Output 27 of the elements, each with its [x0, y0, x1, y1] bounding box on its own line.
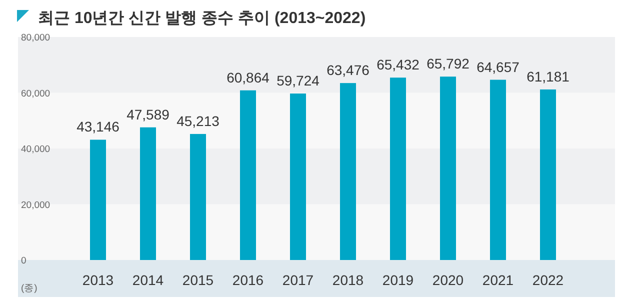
- x-tick-label: 2021: [482, 272, 514, 288]
- data-label: 65,432: [376, 56, 420, 73]
- y-tick-label: 40,000: [21, 144, 50, 155]
- chart-title: 최근 10년간 신간 발행 종수 추이 (2013~2022): [38, 10, 366, 27]
- x-tick-label: 2013: [82, 272, 114, 288]
- x-tick-label: 2014: [132, 272, 164, 288]
- data-label: 43,146: [76, 118, 120, 135]
- y-tick-label: 20,000: [21, 200, 50, 211]
- y-tick-label: 60,000: [21, 88, 50, 100]
- x-tick-label: 2017: [282, 272, 314, 288]
- y-tick-label: 80,000: [21, 32, 50, 44]
- data-label: 64,657: [476, 58, 520, 75]
- x-tick-label: 2018: [332, 272, 364, 288]
- data-label: 63,476: [326, 62, 370, 78]
- data-label: 45,213: [176, 112, 220, 129]
- y-axis-title: (종): [21, 283, 38, 294]
- data-label: 59,724: [276, 72, 320, 89]
- y-tick-label: 0: [21, 256, 26, 266]
- x-tick-label: 2019: [382, 272, 414, 288]
- data-label: 61,181: [526, 68, 570, 84]
- x-tick-label: 2022: [532, 272, 564, 288]
- data-label: 47,589: [126, 106, 170, 122]
- data-label: 60,864: [226, 69, 270, 86]
- x-tick-label: 2015: [182, 272, 214, 288]
- data-label: 65,792: [426, 56, 470, 72]
- x-tick-label: 2020: [432, 272, 464, 288]
- x-tick-label: 2016: [232, 272, 264, 288]
